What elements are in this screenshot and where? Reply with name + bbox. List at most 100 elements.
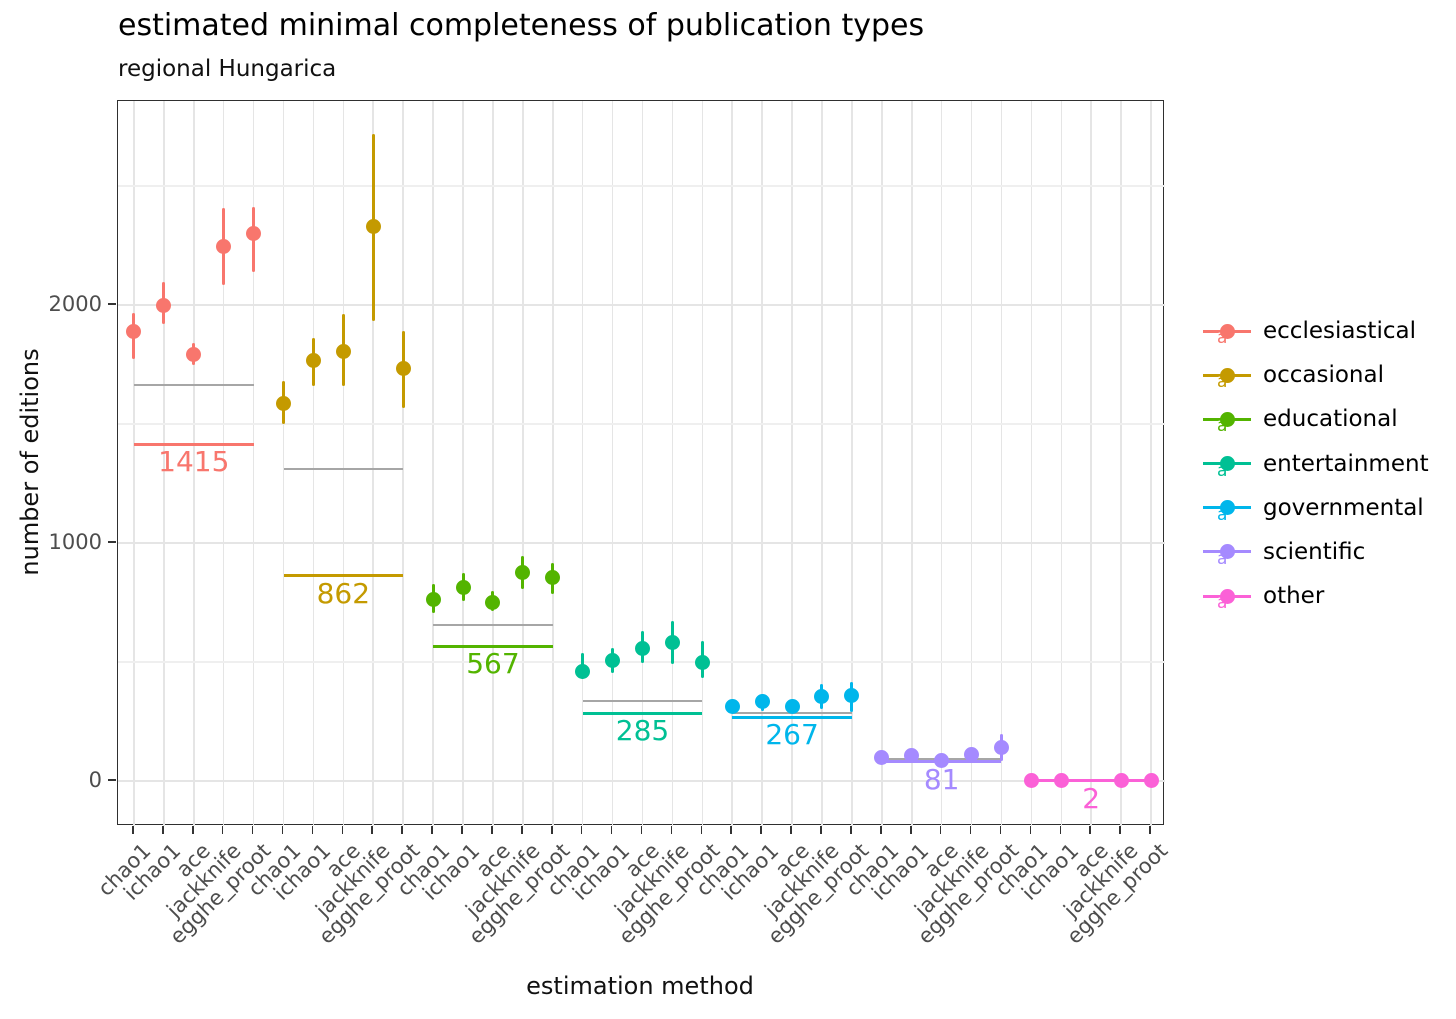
estimate-line-other xyxy=(1031,779,1152,783)
legend-key-a-glyph: a xyxy=(1217,460,1228,481)
estimate-label-ecclesiastical: 1415 xyxy=(158,445,230,479)
legend-key-dot xyxy=(1219,411,1235,427)
legend-label-occasional: occasional xyxy=(1263,362,1384,389)
vertical-gridline xyxy=(282,101,285,826)
y-tick-label: 1000 xyxy=(48,530,102,554)
vertical-gridline xyxy=(761,101,763,826)
plot-panel: 1415 862 567 285 267 81 2 xyxy=(117,100,1165,826)
legend-key-a-glyph: a xyxy=(1217,593,1228,614)
y-tick xyxy=(108,303,116,305)
y-tick xyxy=(108,541,116,543)
x-tick xyxy=(820,826,822,834)
estimate-line-ecclesiastical xyxy=(133,442,254,446)
estimate-label-scientific: 81 xyxy=(923,762,960,796)
point-occasional-ichao1 xyxy=(305,353,321,369)
minor-gridline xyxy=(118,423,1165,425)
point-other-ichao1 xyxy=(1053,773,1069,789)
vertical-gridline xyxy=(551,101,554,826)
legend-key-ecclesiastical: a xyxy=(1203,309,1251,353)
x-tick xyxy=(850,826,852,834)
vertical-gridline xyxy=(462,101,464,826)
major-gridline xyxy=(118,542,1165,544)
vertical-gridline xyxy=(342,101,345,826)
legend-key-a-glyph: a xyxy=(1217,328,1228,348)
estimate-label-educational: 567 xyxy=(466,647,520,681)
vertical-gridline xyxy=(581,101,584,826)
vertical-gridline xyxy=(731,101,734,826)
vertical-gridline xyxy=(312,101,315,826)
vertical-gridline xyxy=(641,101,644,826)
reference-line-ecclesiastical xyxy=(133,383,254,387)
x-tick xyxy=(132,826,134,834)
major-gridline xyxy=(118,780,1165,782)
legend-key-occasional: a xyxy=(1203,353,1251,397)
vertical-gridline xyxy=(432,101,434,826)
x-tick xyxy=(1119,826,1121,834)
point-scientific-chao1 xyxy=(874,750,890,766)
x-tick xyxy=(880,826,882,834)
x-tick xyxy=(760,826,762,834)
point-governmental-ichao1 xyxy=(754,694,770,710)
legend-label-ecclesiastical: ecclesiastical xyxy=(1263,318,1416,345)
vertical-gridline xyxy=(402,101,404,826)
vertical-gridline xyxy=(1120,101,1122,826)
y-tick xyxy=(108,779,116,781)
x-tick xyxy=(341,826,344,834)
point-educational-chao1 xyxy=(425,592,441,608)
x-tick xyxy=(371,826,374,834)
point-occasional-jackknife xyxy=(365,219,381,235)
y-tick-label: 0 xyxy=(88,768,102,792)
point-ecclesiastical-jackknife xyxy=(216,239,232,255)
x-tick xyxy=(550,826,553,834)
reference-line-occasional xyxy=(283,467,404,471)
vertical-gridline xyxy=(522,101,524,826)
point-educational-jackknife xyxy=(515,564,531,580)
point-scientific-ichao1 xyxy=(904,747,920,763)
chart-title: estimated minimal completeness of public… xyxy=(118,8,925,43)
vertical-gridline xyxy=(492,101,494,826)
point-other-jackknife xyxy=(1113,773,1129,789)
x-tick xyxy=(1059,826,1062,834)
legend-label-educational: educational xyxy=(1263,406,1398,433)
vertical-gridline xyxy=(1060,101,1063,826)
estimate-label-other: 2 xyxy=(1082,781,1101,815)
estimate-line-educational xyxy=(433,644,553,648)
reference-line-entertainment xyxy=(582,699,703,703)
vertical-gridline xyxy=(252,101,255,826)
point-scientific-ace xyxy=(934,752,950,768)
point-occasional-ace xyxy=(335,344,351,360)
vertical-gridline xyxy=(791,101,793,826)
x-tick xyxy=(640,826,643,834)
estimate-line-entertainment xyxy=(582,711,703,715)
point-entertainment-jackknife xyxy=(664,634,680,650)
vertical-gridline xyxy=(372,101,375,826)
x-tick xyxy=(521,826,523,834)
vertical-gridline xyxy=(133,101,135,826)
x-tick xyxy=(431,826,433,834)
legend-key-dot xyxy=(1219,456,1235,472)
point-occasional-chao1 xyxy=(276,395,292,411)
x-tick xyxy=(221,826,224,834)
vertical-gridline xyxy=(940,101,943,826)
point-governmental-egghe_proot xyxy=(844,687,860,703)
vertical-gridline xyxy=(163,101,165,826)
major-gridline xyxy=(118,304,1165,306)
x-tick xyxy=(1149,826,1151,834)
vertical-gridline xyxy=(851,101,853,826)
point-ecclesiastical-ichao1 xyxy=(156,297,172,313)
vertical-gridline xyxy=(611,101,614,826)
legend-key-a-glyph: a xyxy=(1217,372,1228,393)
legend-key-dot xyxy=(1219,588,1235,604)
vertical-gridline xyxy=(701,101,704,826)
point-governmental-ace xyxy=(784,698,800,714)
vertical-gridline xyxy=(970,101,973,826)
point-entertainment-ichao1 xyxy=(605,652,621,668)
legend-label-entertainment: entertainment xyxy=(1263,450,1429,477)
legend-key-dot xyxy=(1219,323,1235,339)
point-other-chao1 xyxy=(1023,773,1039,789)
x-tick xyxy=(251,826,254,834)
x-tick xyxy=(610,826,613,834)
point-scientific-jackknife xyxy=(964,746,980,762)
x-tick xyxy=(191,826,194,834)
x-tick xyxy=(939,826,942,834)
